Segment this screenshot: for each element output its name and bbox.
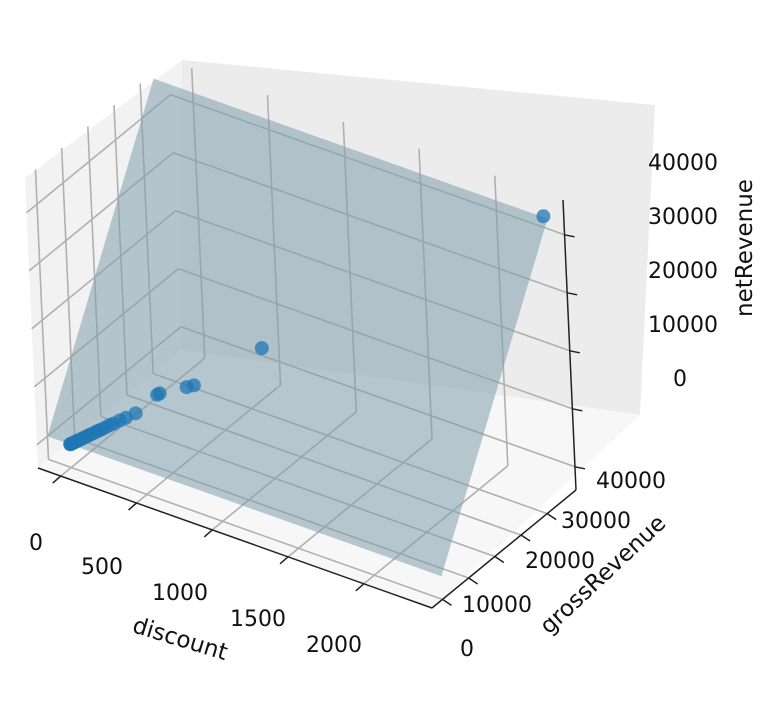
fitted-plane <box>47 78 548 577</box>
data-point <box>254 341 269 356</box>
x-axis-label: discount <box>129 613 230 666</box>
data-point <box>536 209 551 224</box>
z-tick-label: 20000 <box>648 259 718 284</box>
z-axis-label: netRevenue <box>732 179 758 317</box>
x-tick-mark <box>279 556 289 565</box>
x-tick-label: 2000 <box>306 633 362 658</box>
y-tick-mark <box>442 598 452 607</box>
y-tick-label: 40000 <box>596 469 666 494</box>
side-grid-line <box>34 169 50 460</box>
x-tick-mark <box>355 583 365 592</box>
z-tick-mark <box>564 234 575 238</box>
x-tick-mark <box>203 529 213 538</box>
z-tick-labels: 0 10000 20000 30000 40000 <box>648 151 718 392</box>
z-tick-mark <box>567 292 578 296</box>
z-tick-mark <box>569 350 580 354</box>
z-tick-label: 30000 <box>648 205 718 230</box>
x-tick-label: 1000 <box>152 581 208 606</box>
z-axis-line <box>562 199 577 491</box>
z-tick-mark <box>572 408 583 412</box>
x-tick-label: 500 <box>81 555 123 580</box>
data-point <box>179 380 194 395</box>
y-tick-mark <box>546 512 557 521</box>
y-tick-label: 30000 <box>561 509 631 534</box>
x-tick-mark <box>52 475 62 484</box>
z-tick-label: 40000 <box>648 151 718 176</box>
x-tick-label: 1500 <box>230 607 286 632</box>
y-tick-mark <box>494 555 505 564</box>
z-tick-mark <box>574 466 586 470</box>
data-points <box>63 209 551 452</box>
y-tick-label: 10000 <box>462 593 532 618</box>
axes-lines <box>37 199 586 609</box>
data-point <box>150 387 165 402</box>
data-point <box>63 437 78 452</box>
y-tick-labels: 0 10000 20000 30000 40000 <box>460 469 666 662</box>
y-tick-mark <box>520 534 531 542</box>
x-tick-label: 0 <box>29 531 43 556</box>
y-tick-label: 0 <box>460 637 474 662</box>
x-tick-mark <box>128 502 137 511</box>
fitted-plane-layer <box>47 78 548 577</box>
y-axis-line <box>431 489 577 609</box>
floor-grid-line <box>48 458 443 601</box>
y-tick-mark <box>468 577 479 585</box>
x-tick-labels: 0 500 1000 1500 2000 <box>29 531 362 658</box>
z-tick-label: 10000 <box>648 313 718 338</box>
z-tick-label: 0 <box>673 367 687 392</box>
x-axis-line <box>37 467 433 609</box>
y-tick-label: 20000 <box>525 549 595 574</box>
